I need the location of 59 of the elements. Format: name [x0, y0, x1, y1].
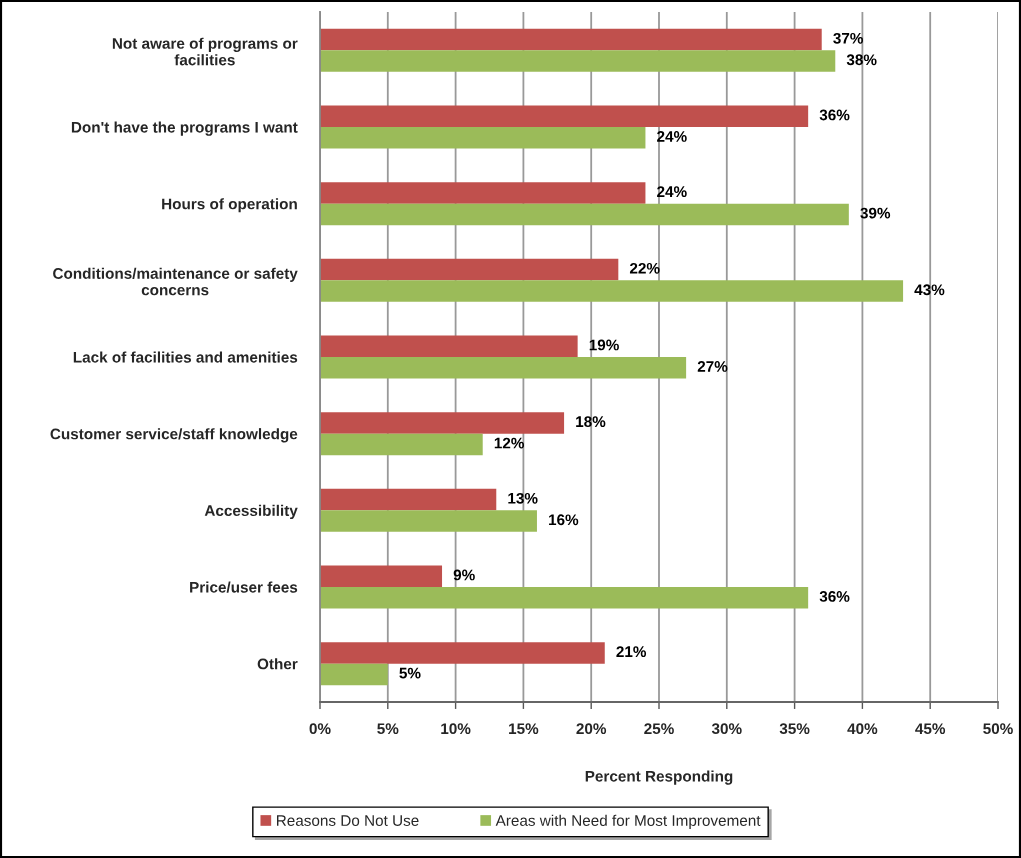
x-tick-label: 35%	[779, 723, 810, 735]
data-label: 43%	[914, 284, 945, 296]
bar	[320, 565, 443, 587]
x-tick-label: 20%	[576, 723, 607, 735]
data-label: 37%	[833, 32, 864, 44]
data-label: 22%	[629, 262, 660, 274]
y-tick-label: Price/user fees	[190, 581, 298, 593]
data-label: 13%	[508, 492, 538, 504]
data-label: 9%	[453, 569, 475, 581]
x-tick-label: 5%	[377, 723, 399, 735]
x-tick-label: 50%	[983, 723, 1013, 735]
y-tick-label: Lack of facilities and amenities	[73, 351, 298, 363]
bar	[320, 488, 497, 511]
bar	[320, 280, 904, 302]
bar	[320, 510, 537, 532]
x-axis-title: Percent Responding	[585, 770, 733, 785]
data-label: 18%	[576, 416, 606, 428]
data-label: 27%	[697, 361, 728, 372]
bar	[320, 105, 809, 127]
data-label: 5%	[399, 667, 421, 679]
y-tick-label: Don't have the programs I want	[71, 121, 298, 136]
y-tick-label: Hours of operation	[162, 198, 297, 213]
y-tick-label: Accessibility	[204, 504, 298, 520]
data-label: 36%	[819, 109, 850, 121]
bar	[320, 258, 619, 281]
bar	[320, 587, 809, 609]
bar	[320, 335, 578, 357]
x-tick-label: 45%	[915, 723, 946, 735]
y-tick-label: Not aware of programs or facilities	[112, 37, 298, 66]
data-label: 24%	[657, 131, 687, 142]
data-label: 12%	[494, 437, 525, 449]
x-tick-label: 0%	[309, 723, 331, 735]
y-tick-label: Other	[257, 658, 298, 670]
bar	[320, 28, 822, 51]
bar	[320, 182, 646, 204]
bar	[320, 357, 687, 379]
data-label: 21%	[616, 646, 647, 657]
data-label: 36%	[819, 591, 850, 602]
bar	[320, 203, 849, 226]
bar	[320, 642, 605, 664]
data-label: 19%	[589, 339, 619, 351]
data-label: 38%	[846, 54, 877, 66]
y-tick-label: Conditions/maintenance or safety concerns	[53, 267, 298, 296]
bar	[320, 663, 388, 686]
legend-label: Areas with Need for Most Improvement	[495, 814, 761, 829]
data-label: 24%	[657, 186, 687, 197]
bar	[320, 412, 565, 434]
x-tick-label: 15%	[509, 723, 539, 735]
bar	[320, 433, 483, 456]
x-tick-label: 40%	[847, 723, 878, 735]
y-tick-label: Customer service/staff knowledge	[50, 428, 298, 443]
data-label: 39%	[860, 207, 891, 219]
x-tick-label: 25%	[644, 723, 674, 735]
legend-label: Reasons Do Not Use	[277, 815, 419, 826]
bar	[320, 127, 646, 149]
data-label: 16%	[549, 514, 579, 526]
x-tick-label: 10%	[441, 723, 471, 735]
bar	[320, 50, 836, 72]
x-tick-label: 30%	[711, 723, 742, 735]
